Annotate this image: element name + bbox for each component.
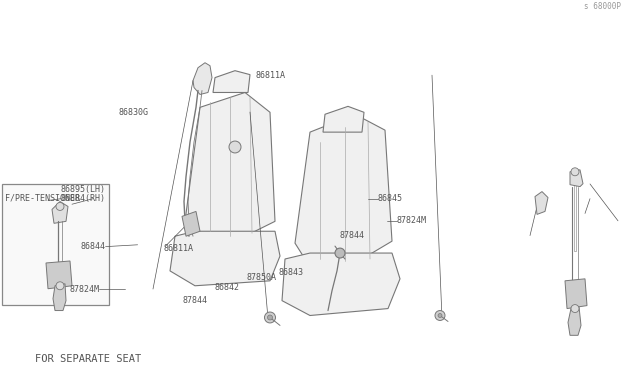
Circle shape xyxy=(264,312,275,323)
Text: 87850A: 87850A xyxy=(246,273,276,282)
Polygon shape xyxy=(565,279,587,308)
Text: 86811A: 86811A xyxy=(163,244,193,253)
Circle shape xyxy=(435,311,445,320)
Text: 87844: 87844 xyxy=(339,231,364,240)
Text: 86842: 86842 xyxy=(214,283,239,292)
Polygon shape xyxy=(535,192,548,214)
Text: FOR SEPARATE SEAT: FOR SEPARATE SEAT xyxy=(35,353,141,363)
Text: 86895(LH): 86895(LH) xyxy=(61,185,106,194)
Polygon shape xyxy=(213,71,250,93)
Polygon shape xyxy=(182,211,200,236)
Text: 86844: 86844 xyxy=(81,242,106,251)
Polygon shape xyxy=(46,261,72,289)
Circle shape xyxy=(229,141,241,153)
Circle shape xyxy=(268,315,273,320)
Circle shape xyxy=(438,314,442,317)
Circle shape xyxy=(571,305,579,312)
Polygon shape xyxy=(52,202,68,223)
Polygon shape xyxy=(282,253,400,315)
Polygon shape xyxy=(570,170,583,187)
Circle shape xyxy=(571,168,579,176)
Text: 86845: 86845 xyxy=(378,194,403,203)
Text: 86811A: 86811A xyxy=(256,71,286,80)
Text: 87844: 87844 xyxy=(182,296,207,305)
Text: 87824M: 87824M xyxy=(69,285,99,294)
Text: 86830G: 86830G xyxy=(118,108,148,116)
Circle shape xyxy=(56,282,64,290)
Circle shape xyxy=(335,248,345,258)
FancyBboxPatch shape xyxy=(2,184,109,305)
Polygon shape xyxy=(323,106,364,132)
Text: 86884(RH): 86884(RH) xyxy=(61,194,106,203)
Polygon shape xyxy=(295,114,392,259)
Polygon shape xyxy=(193,63,212,94)
Polygon shape xyxy=(53,284,66,311)
Polygon shape xyxy=(185,93,275,236)
Polygon shape xyxy=(170,231,280,286)
Text: F/PRE-TENSIONER: F/PRE-TENSIONER xyxy=(5,193,80,203)
Text: s 68000P: s 68000P xyxy=(584,1,621,11)
Polygon shape xyxy=(568,307,581,335)
Text: 87824M: 87824M xyxy=(397,217,427,225)
Text: 86843: 86843 xyxy=(278,268,303,277)
Circle shape xyxy=(56,202,64,211)
